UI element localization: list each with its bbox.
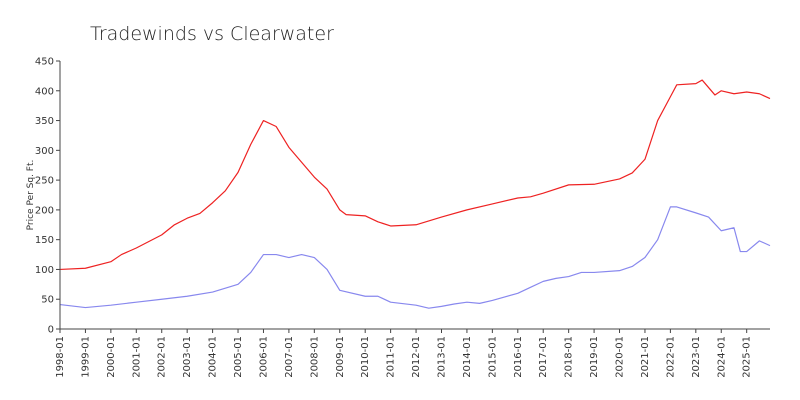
x-tick-label: 2001-01 <box>131 336 142 378</box>
y-axis: 0 50 100 150 200 250 300 350 400 450 <box>35 57 61 336</box>
x-tick-label: 2019-01 <box>589 336 600 378</box>
x-tick-label: 2011-01 <box>386 336 397 378</box>
x-tick-label: 1999-01 <box>80 336 91 378</box>
y-tick-label: 50 <box>41 295 54 306</box>
x-tick-label: 2006-01 <box>258 336 269 378</box>
x-axis: 1998-01 1999-01 2000-01 2001-01 2002-01 2003-… <box>55 328 770 378</box>
series-line-2 <box>59 206 771 309</box>
series-line-1 <box>59 79 771 271</box>
x-tick-label: 2014-01 <box>462 336 473 378</box>
x-tick-label: 2013-01 <box>436 336 447 378</box>
y-tick-label: 250 <box>35 176 54 187</box>
x-tick-label: 2000-01 <box>106 336 117 378</box>
x-tick-label: 2012-01 <box>411 336 422 378</box>
x-tick-label: 2025-01 <box>742 336 753 378</box>
chart-title: Tradewinds vs Clearwater <box>90 23 334 45</box>
y-tick-label: 0 <box>48 325 54 336</box>
x-tick-label: 2023-01 <box>691 336 702 378</box>
plot-area <box>59 79 771 309</box>
x-tick-label: 2024-01 <box>716 336 727 378</box>
x-tick-label: 2007-01 <box>284 336 295 378</box>
y-axis-label: Price Per Sq. Ft. <box>26 160 36 231</box>
x-tick-label: 2009-01 <box>335 336 346 378</box>
x-tick-label: 2005-01 <box>233 336 244 378</box>
x-tick-label: 2020-01 <box>615 336 626 378</box>
x-tick-label: 2016-01 <box>513 336 524 378</box>
x-tick-label: 2017-01 <box>538 336 549 378</box>
y-tick-label: 350 <box>35 116 54 127</box>
y-tick-label: 100 <box>35 265 54 276</box>
x-tick-label: 1998-01 <box>55 336 66 378</box>
y-tick-label: 450 <box>35 57 54 68</box>
x-tick-label: 2021-01 <box>640 336 651 378</box>
y-tick-label: 300 <box>35 146 54 157</box>
x-tick-label: 2015-01 <box>487 336 498 378</box>
x-tick-label: 2018-01 <box>564 336 575 378</box>
y-tick-label: 200 <box>35 205 54 216</box>
x-tick-label: 2022-01 <box>665 336 676 378</box>
x-tick-label: 2004-01 <box>208 336 219 378</box>
x-tick-label: 2010-01 <box>360 336 371 378</box>
y-tick-label: 150 <box>35 235 54 246</box>
y-tick-label: 400 <box>35 86 54 97</box>
x-tick-label: 2008-01 <box>309 336 320 378</box>
x-tick-label: 2003-01 <box>182 336 193 378</box>
x-tick-label: 2002-01 <box>157 336 168 378</box>
